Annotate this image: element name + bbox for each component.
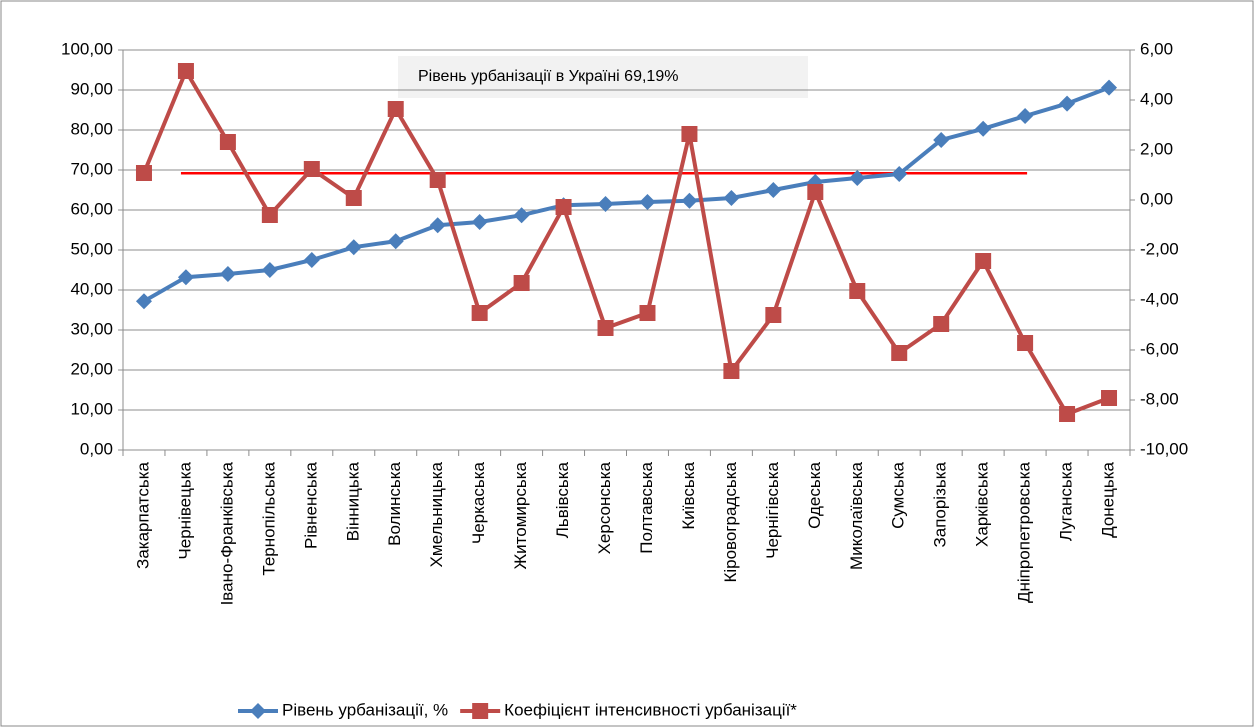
point xyxy=(1059,95,1076,112)
x-tick-label: Хмельницька xyxy=(427,461,446,567)
point xyxy=(639,194,656,210)
point xyxy=(135,293,152,310)
x-tick-label: Одеська xyxy=(805,461,824,528)
point xyxy=(471,305,488,321)
point xyxy=(891,345,908,361)
point xyxy=(177,63,194,79)
point xyxy=(513,275,530,291)
y2-tick-label: 0,00 xyxy=(1140,189,1173,208)
x-tick-label: Тернопільська xyxy=(259,461,278,575)
x-tick-label: Львівська xyxy=(553,461,572,538)
point xyxy=(933,132,950,148)
x-tick-label: Луганська xyxy=(1057,461,1076,541)
x-tick-label: Харківська xyxy=(973,461,992,546)
y-tick-label: 50,00 xyxy=(70,239,113,258)
x-tick-label: Рівненська xyxy=(301,461,320,549)
x-tick-label: Волинська xyxy=(385,461,404,545)
point xyxy=(597,320,614,336)
y-tick-label: 80,00 xyxy=(70,119,113,138)
point xyxy=(387,101,404,117)
point xyxy=(1101,79,1118,96)
x-tick-label: Кіровоградська xyxy=(721,461,740,582)
y2-tick-label: 6,00 xyxy=(1140,39,1173,58)
point xyxy=(681,192,698,209)
legend-label: Коефіцієнт інтенсивності урбанізації* xyxy=(504,700,797,719)
y-tick-label: 70,00 xyxy=(70,159,113,178)
x-tick-label: Житомирська xyxy=(511,461,530,569)
point xyxy=(681,126,698,142)
point xyxy=(849,283,866,299)
point xyxy=(513,207,530,224)
point xyxy=(891,166,908,182)
legend-label: Рівень урбанізації, % xyxy=(282,700,448,719)
y2-tick-label: -2,00 xyxy=(1140,239,1179,258)
point xyxy=(1017,335,1034,351)
point xyxy=(345,239,362,256)
point xyxy=(387,233,404,250)
point xyxy=(135,165,152,181)
x-tick-label: Івано-Франківська xyxy=(217,461,236,605)
point xyxy=(723,190,740,206)
point xyxy=(807,184,824,200)
x-tick-label: Херсонська xyxy=(595,461,614,554)
y2-tick-label: 2,00 xyxy=(1140,139,1173,158)
point xyxy=(1101,390,1118,406)
x-tick-label: Вінницька xyxy=(343,461,362,541)
point xyxy=(975,253,992,269)
y-tick-label: 100,00 xyxy=(61,39,113,58)
y-tick-label: 60,00 xyxy=(70,199,113,218)
y-tick-label: 30,00 xyxy=(70,319,113,338)
x-tick-label: Миколаївська xyxy=(847,461,866,569)
x-tick-label: Закарпатська xyxy=(133,461,152,568)
point xyxy=(723,363,740,379)
y2-tick-label: -10,00 xyxy=(1140,439,1188,458)
y-tick-label: 10,00 xyxy=(70,399,113,418)
series-line xyxy=(142,85,1110,303)
y2-tick-label: -6,00 xyxy=(1140,339,1179,358)
point xyxy=(177,269,194,286)
point xyxy=(597,196,614,212)
legend-marker xyxy=(472,703,489,719)
point xyxy=(975,120,992,137)
annotation-box xyxy=(398,56,808,98)
point xyxy=(1017,108,1034,124)
point xyxy=(219,134,236,150)
x-tick-label: Київська xyxy=(679,461,698,529)
annotation: Рівень урбанізації в Україні 69,19% xyxy=(418,68,678,85)
y2-tick-label: -8,00 xyxy=(1140,389,1179,408)
point xyxy=(639,305,656,321)
x-tick-label: Дніпропетровська xyxy=(1015,461,1034,603)
point xyxy=(471,214,488,230)
point xyxy=(555,199,572,215)
x-tick-label: Донецька xyxy=(1099,461,1118,537)
point xyxy=(933,316,950,332)
x-tick-label: Чернівецька xyxy=(175,461,194,559)
point xyxy=(765,182,782,198)
point xyxy=(765,307,782,323)
y-tick-label: 90,00 xyxy=(70,79,113,98)
point xyxy=(429,172,446,188)
point xyxy=(303,252,320,268)
point xyxy=(261,262,278,278)
point xyxy=(849,170,866,186)
legend-marker xyxy=(250,703,266,719)
point xyxy=(1059,406,1076,422)
x-tick-label: Запорізька xyxy=(931,461,950,547)
point xyxy=(429,217,446,234)
y-tick-label: 0,00 xyxy=(80,439,113,458)
y-tick-label: 40,00 xyxy=(70,279,113,298)
x-tick-label: Полтавська xyxy=(637,461,656,553)
y2-tick-label: -4,00 xyxy=(1140,289,1179,308)
x-tick-label: Черкаська xyxy=(469,461,488,544)
x-tick-label: Чернігівська xyxy=(763,461,782,558)
point xyxy=(219,266,236,282)
point xyxy=(261,207,278,223)
x-tick-label: Сумська xyxy=(889,461,908,528)
point xyxy=(303,161,320,177)
y-tick-label: 20,00 xyxy=(70,359,113,378)
point xyxy=(345,190,362,206)
y2-tick-label: 4,00 xyxy=(1140,89,1173,108)
